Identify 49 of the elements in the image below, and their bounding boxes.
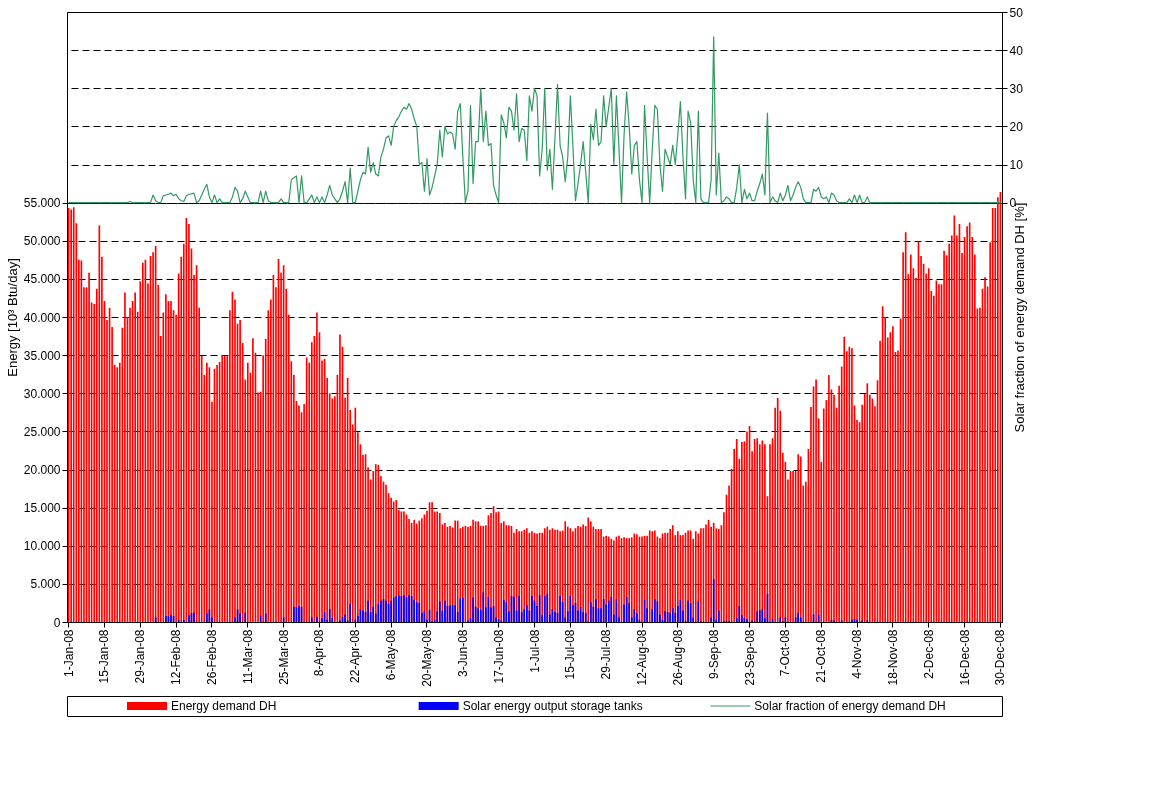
y-tick-label: 25.000 (23, 424, 61, 439)
y-tick-label: 10.000 (23, 539, 61, 554)
legend-label: Solar fraction of energy demand DH (754, 699, 946, 713)
legend-label: Energy demand DH (171, 699, 277, 713)
x-tick-label: 17-Jun-08 (491, 629, 506, 684)
y-tick-label: 45.000 (23, 272, 61, 287)
y-tick-label: 30.000 (23, 386, 61, 401)
x-tick-label: 6-May-08 (384, 629, 399, 681)
x-tick-label: 18-Nov-08 (885, 629, 900, 686)
x-tick-label: 4-Nov-08 (850, 629, 865, 679)
line-series (68, 36, 1001, 204)
x-tick-label: 30-Dec-08 (993, 629, 1008, 686)
x-tick-label: 1-Jan-08 (61, 629, 76, 677)
x-tick-label: 16-Dec-08 (957, 629, 972, 686)
x-tick-label: 8-Apr-08 (312, 629, 327, 677)
y-tick-label: 55.000 (23, 196, 61, 211)
x-tick-label: 12-Feb-08 (169, 629, 184, 685)
y-tick-label: 20.000 (23, 463, 61, 477)
y2-tick-label: 40 (1009, 43, 1024, 58)
y-tick-label: 35.000 (23, 348, 61, 363)
x-tick-label: 21-Oct-08 (814, 629, 829, 683)
legend-label: Solar energy output storage tanks (462, 699, 643, 713)
x-tick-label: 3-Jun-08 (455, 629, 470, 677)
y2-tick-label: 20 (1009, 119, 1024, 134)
y-tick-label: 5.000 (30, 577, 61, 592)
x-tick-label: 23-Sep-08 (742, 629, 757, 686)
x-tick-label: 29-Jul-08 (599, 629, 614, 680)
x-tick-label: 2-Dec-08 (921, 629, 936, 679)
y2-tick-label: 10 (1009, 158, 1024, 172)
y-tick-label: 40.000 (23, 310, 61, 325)
x-tick-label: 15-Jan-08 (97, 629, 112, 684)
x-tick-label: 12-Aug-08 (635, 629, 650, 686)
x-tick-label: 20-May-08 (419, 629, 434, 687)
x-tick-label: 9-Sep-08 (706, 629, 721, 679)
y-axis-title: Energy [10³ Btu/day] (4, 258, 20, 377)
x-tick-label: 29-Jan-08 (133, 629, 148, 684)
y-tick-label: 50.000 (23, 234, 61, 249)
x-tick-label: 11-Mar-08 (240, 629, 255, 684)
x-tick-label: 22-Apr-08 (348, 629, 363, 683)
x-tick-label: 1-Jul-08 (527, 629, 542, 673)
x-tick-label: 25-Mar-08 (276, 629, 291, 685)
x-tick-label: 26-Aug-08 (670, 629, 685, 686)
x-tick-label: 7-Oct-08 (778, 629, 793, 677)
x-tick-label: 26-Feb-08 (204, 629, 219, 685)
y2-tick-label: 30 (1009, 81, 1024, 96)
x-tick-label: 15-Jul-08 (563, 629, 578, 680)
y2-tick-label: 50 (1009, 5, 1024, 20)
y-tick-label: 0 (53, 615, 61, 630)
y-tick-label: 15.000 (23, 501, 61, 516)
